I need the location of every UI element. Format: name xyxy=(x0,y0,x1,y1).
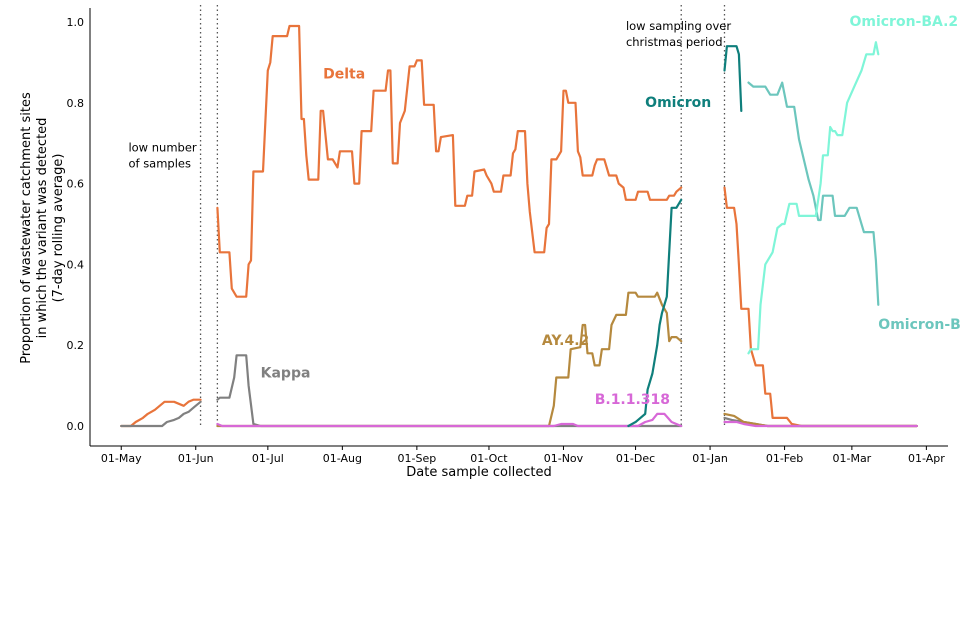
series-line-delta xyxy=(216,24,683,298)
x-axis-title: Date sample collected xyxy=(406,465,551,480)
y-axis-title-line: Proportion of wastewater catchment sites xyxy=(19,92,34,364)
x-tick-label: 01-Aug xyxy=(323,452,362,465)
x-tick-label: 01-Jan xyxy=(692,452,728,465)
y-tick-label: 0.8 xyxy=(67,97,85,110)
annotation-line: low number xyxy=(128,140,196,154)
series-label-omicron-ba-1: Omicron-BA.1 xyxy=(878,317,960,333)
annotation-line: of samples xyxy=(128,156,191,170)
axes xyxy=(89,8,948,447)
series-line-delta xyxy=(120,398,202,428)
y-tick-label: 0.0 xyxy=(67,420,85,433)
series-line-omicron xyxy=(723,45,743,112)
series-label-b-1-1-318: B.1.1.318 xyxy=(595,392,670,408)
annotations: low number of samples low sampling over chr… xyxy=(128,19,731,170)
annotation-line: christmas period xyxy=(626,35,723,49)
y-tick-label: 0.4 xyxy=(67,258,85,271)
x-tick-label: 01-Sep xyxy=(398,452,437,465)
series-line-b-1-1-318 xyxy=(723,420,918,428)
annotation: low sampling over christmas period xyxy=(626,19,731,49)
y-axis-title-line: in which the variant was detected xyxy=(35,118,50,339)
y-tick-label: 0.2 xyxy=(67,339,85,352)
annotation: low number of samples xyxy=(128,140,196,170)
series-line-ay-4-2 xyxy=(723,412,918,428)
x-tick-label: 01-Feb xyxy=(766,452,803,465)
series-labels: Delta Kappa AY.4.2 B.1.1.318 Omicron Omicron-… xyxy=(261,14,960,408)
series-lines xyxy=(120,24,918,428)
series-label-delta: Delta xyxy=(323,67,365,83)
x-tick-label: 01-Dec xyxy=(616,452,655,465)
series-label-omicron: Omicron xyxy=(645,95,711,111)
series-line-b-1-1-318 xyxy=(216,412,683,428)
x-tick-label: 01-Mar xyxy=(832,452,871,465)
series-line-kappa xyxy=(120,400,202,428)
series-line-omicron xyxy=(627,198,683,428)
y-axis-title: Proportion of wastewater catchment sites… xyxy=(19,92,66,364)
annotation-line: low sampling over xyxy=(626,19,731,33)
x-tick-label: 01-Nov xyxy=(544,452,584,465)
series-line-omicron-ba-2 xyxy=(747,41,880,355)
series-label-omicron-ba-2: Omicron-BA.2 xyxy=(849,14,958,30)
x-tick-labels: 01-May 01-Jun 01-Jul 01-Aug 01-Sep 01-Oct 01-N… xyxy=(101,446,945,465)
y-axis-title-line: (7-day rolling average) xyxy=(51,154,66,303)
x-tick-label: 01-May xyxy=(101,452,142,465)
reference-lines xyxy=(199,5,726,426)
x-tick-label: 01-Apr xyxy=(908,452,945,465)
x-tick-label: 01-Jul xyxy=(252,452,284,465)
x-tick-label: 01-Jun xyxy=(178,452,214,465)
series-label-kappa: Kappa xyxy=(261,366,311,382)
y-tick-label: 1.0 xyxy=(67,16,85,29)
series-line-omicron-ba-1 xyxy=(747,81,880,306)
x-tick-label: 01-Oct xyxy=(470,452,508,465)
y-tick-labels: 0.0 0.2 0.4 0.6 0.8 1.0 xyxy=(67,16,85,433)
y-tick-label: 0.6 xyxy=(67,178,85,191)
series-label-ay-4-2: AY.4.2 xyxy=(542,333,589,349)
series-line-delta xyxy=(723,186,918,428)
